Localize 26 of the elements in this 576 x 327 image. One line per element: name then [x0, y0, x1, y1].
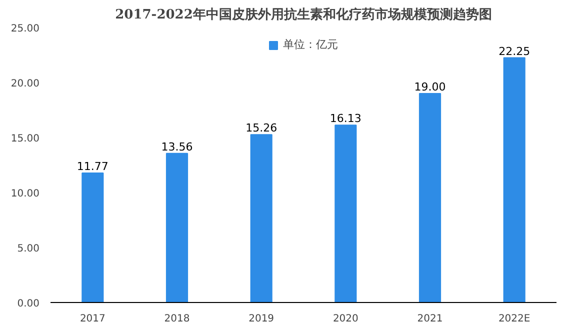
- bar: [334, 124, 357, 302]
- x-tick-label: 2020: [332, 314, 358, 324]
- y-tick-label: 10.00: [10, 188, 40, 200]
- bar: [82, 172, 104, 302]
- bar: [166, 152, 188, 302]
- text: 19.00: [414, 80, 446, 94]
- x-tick-label: 2019: [248, 314, 274, 324]
- y-tick-label: 0.00: [17, 298, 40, 310]
- y-tick-label: 5.00: [17, 244, 40, 254]
- text: 15.26: [246, 122, 278, 135]
- bar: [418, 93, 442, 302]
- text: 22.25: [498, 44, 530, 58]
- x-tick-label: 2021: [417, 314, 443, 324]
- bar: [503, 57, 526, 302]
- text: 13.56: [161, 140, 193, 154]
- x-tick-label: 2017: [80, 314, 106, 324]
- text: 16.13: [330, 112, 362, 126]
- y-tick-label: 20.00: [10, 78, 40, 90]
- x-tick-label: 2022E: [498, 314, 530, 324]
- y-tick-label: 25.00: [10, 24, 40, 34]
- bar: [250, 134, 272, 302]
- text: 11.77: [76, 160, 108, 174]
- legend-label: 单位：亿元: [283, 37, 338, 52]
- chart-title: 2017-2022年中国皮肤外用抗生素和化疗药市场规模预测趋势图: [115, 6, 492, 22]
- y-tick-label: 15.00: [10, 134, 40, 144]
- x-tick-label: 2018: [164, 314, 190, 324]
